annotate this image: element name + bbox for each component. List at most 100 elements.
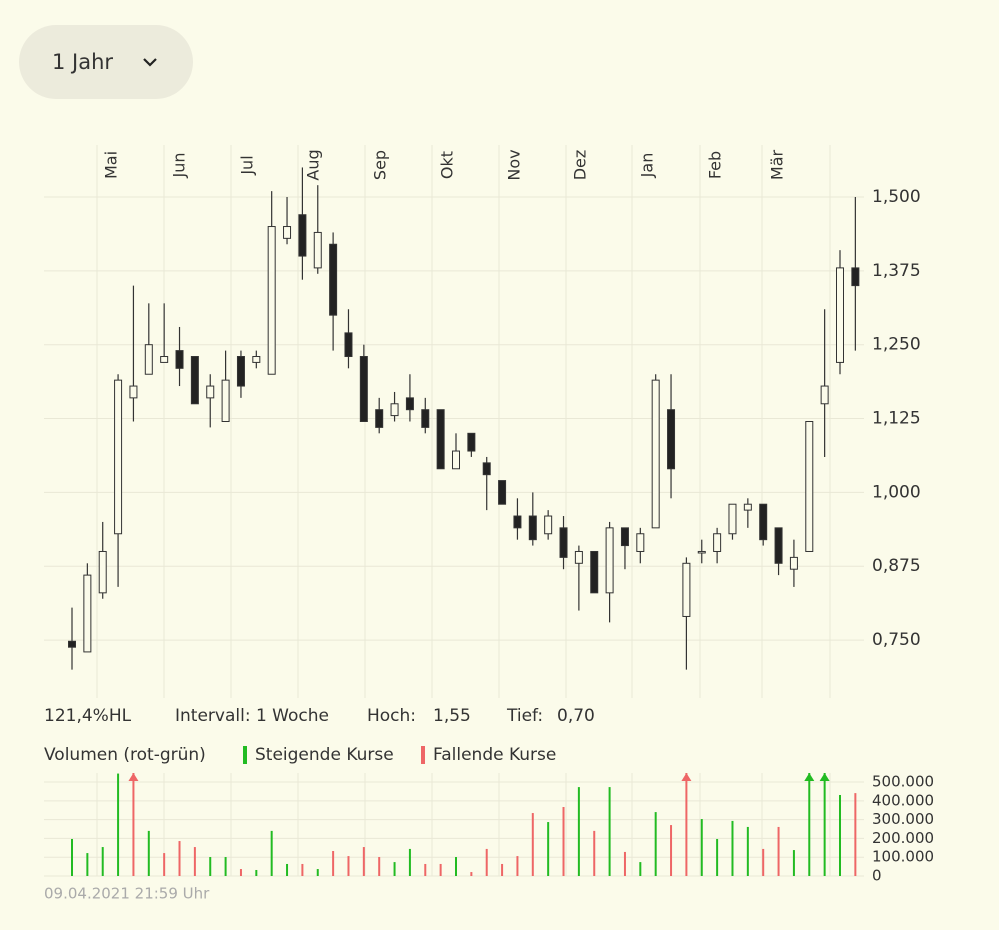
stat-text: 0,70 (557, 706, 595, 726)
candle-body (728, 503, 737, 535)
candle-body (697, 550, 706, 554)
volume-bar (362, 847, 365, 876)
volume-bar (147, 830, 150, 876)
month-label: Jul (238, 155, 257, 175)
month-label: Sep (371, 150, 390, 180)
candle-body (114, 379, 123, 535)
candle-body (820, 385, 829, 405)
volume-bar (455, 857, 457, 876)
volume-bar (209, 857, 212, 876)
candle-body (759, 503, 768, 541)
candle-body (236, 356, 245, 387)
stat-text: 121,4%HL (44, 706, 132, 726)
month-label: Mai (102, 151, 121, 179)
candle-body (467, 432, 476, 452)
candle-body (559, 527, 568, 558)
volume-bar (685, 773, 688, 876)
volume-bar (316, 869, 319, 876)
candle-body (175, 350, 184, 369)
volume-title: Volumen (rot-grün) (44, 745, 206, 765)
y-tick-label: 300.000 (872, 810, 934, 828)
candle-body (713, 533, 722, 552)
candle-body (836, 267, 844, 363)
volume-bar (501, 863, 504, 876)
candle-body (98, 550, 107, 594)
month-label: Dez (571, 150, 590, 181)
volume-bar (485, 848, 488, 876)
candle-body (482, 462, 491, 476)
candle-body (144, 344, 153, 375)
candle-body (620, 527, 629, 547)
candle-body (190, 356, 199, 405)
volume-bar (716, 838, 719, 876)
candle-body (344, 332, 353, 358)
stat-text: Tief: (506, 706, 543, 726)
candle-body (421, 409, 430, 428)
candle-body (160, 356, 169, 363)
candle-body (68, 640, 76, 648)
overflow-arrow (128, 773, 139, 781)
volume-bar (854, 793, 857, 876)
volume-bar (792, 850, 795, 876)
stat-text: 1,55 (433, 706, 471, 726)
volume-bar (593, 830, 596, 876)
volume-bar (823, 773, 826, 876)
volume-bar (178, 841, 181, 876)
stat-text: Intervall: 1 Woche (175, 706, 329, 726)
volume-bar (654, 812, 657, 876)
candle-body (590, 550, 599, 594)
volume-bar (547, 822, 550, 876)
volume-bar (531, 813, 534, 876)
y-tick-label: 100.000 (872, 848, 934, 866)
volume-bar (332, 851, 335, 876)
candle-body (252, 356, 261, 363)
volume-bar (86, 853, 89, 876)
volume-bar (808, 773, 811, 876)
candle-body (851, 267, 860, 287)
range-dropdown[interactable]: 1 Jahr (19, 25, 193, 99)
month-label: Jun (170, 153, 189, 179)
volume-bar (562, 807, 565, 876)
volume-bar (746, 826, 749, 876)
y-tick-label: 400.000 (872, 791, 934, 809)
candle-body (513, 515, 522, 529)
candle-body (267, 226, 276, 375)
volume-bar (117, 773, 120, 876)
candle-body (83, 574, 92, 653)
volume-bar (731, 820, 734, 876)
candle-body (498, 480, 507, 505)
volume-bar (101, 847, 104, 876)
dropdown-background[interactable] (19, 25, 193, 99)
volume-bar (516, 856, 519, 876)
legend-swatch (243, 746, 247, 764)
month-label: Jan (638, 153, 657, 179)
y-tick-label: 0,875 (872, 556, 921, 576)
candle-body (452, 450, 460, 470)
volume-chart: Volumen (rot-grün) Steigende Kurse Fallend… (44, 745, 934, 885)
volume-bar (839, 794, 841, 876)
volume-bar (700, 819, 703, 876)
chevron-icon[interactable] (143, 58, 157, 67)
overflow-arrow (804, 773, 815, 781)
volume-bar (347, 856, 350, 876)
volume-bar (439, 863, 442, 876)
volume-bar (762, 848, 765, 876)
candle-body (667, 409, 676, 470)
dropdown-label[interactable]: 1 Jahr (52, 50, 113, 74)
volume-bar (408, 848, 411, 876)
month-label: Mär (768, 149, 787, 180)
legend-label: Fallende Kurse (433, 745, 556, 765)
price-chart: 0,750 0,875 1,000 1,125 1,250 1,375 1,500 Mai Ju… (44, 145, 921, 726)
overflow-arrow (819, 773, 830, 781)
candle-body (774, 527, 783, 564)
candle-body (129, 385, 138, 399)
candle-body (298, 214, 307, 257)
volume-bar (193, 847, 196, 876)
y-tick-label: 1,250 (872, 335, 921, 355)
volume-bar (393, 862, 396, 876)
volume-bar (286, 863, 289, 876)
volume-bar (378, 857, 381, 876)
y-tick-label: 0,750 (872, 630, 921, 650)
volume-bar (608, 787, 611, 876)
